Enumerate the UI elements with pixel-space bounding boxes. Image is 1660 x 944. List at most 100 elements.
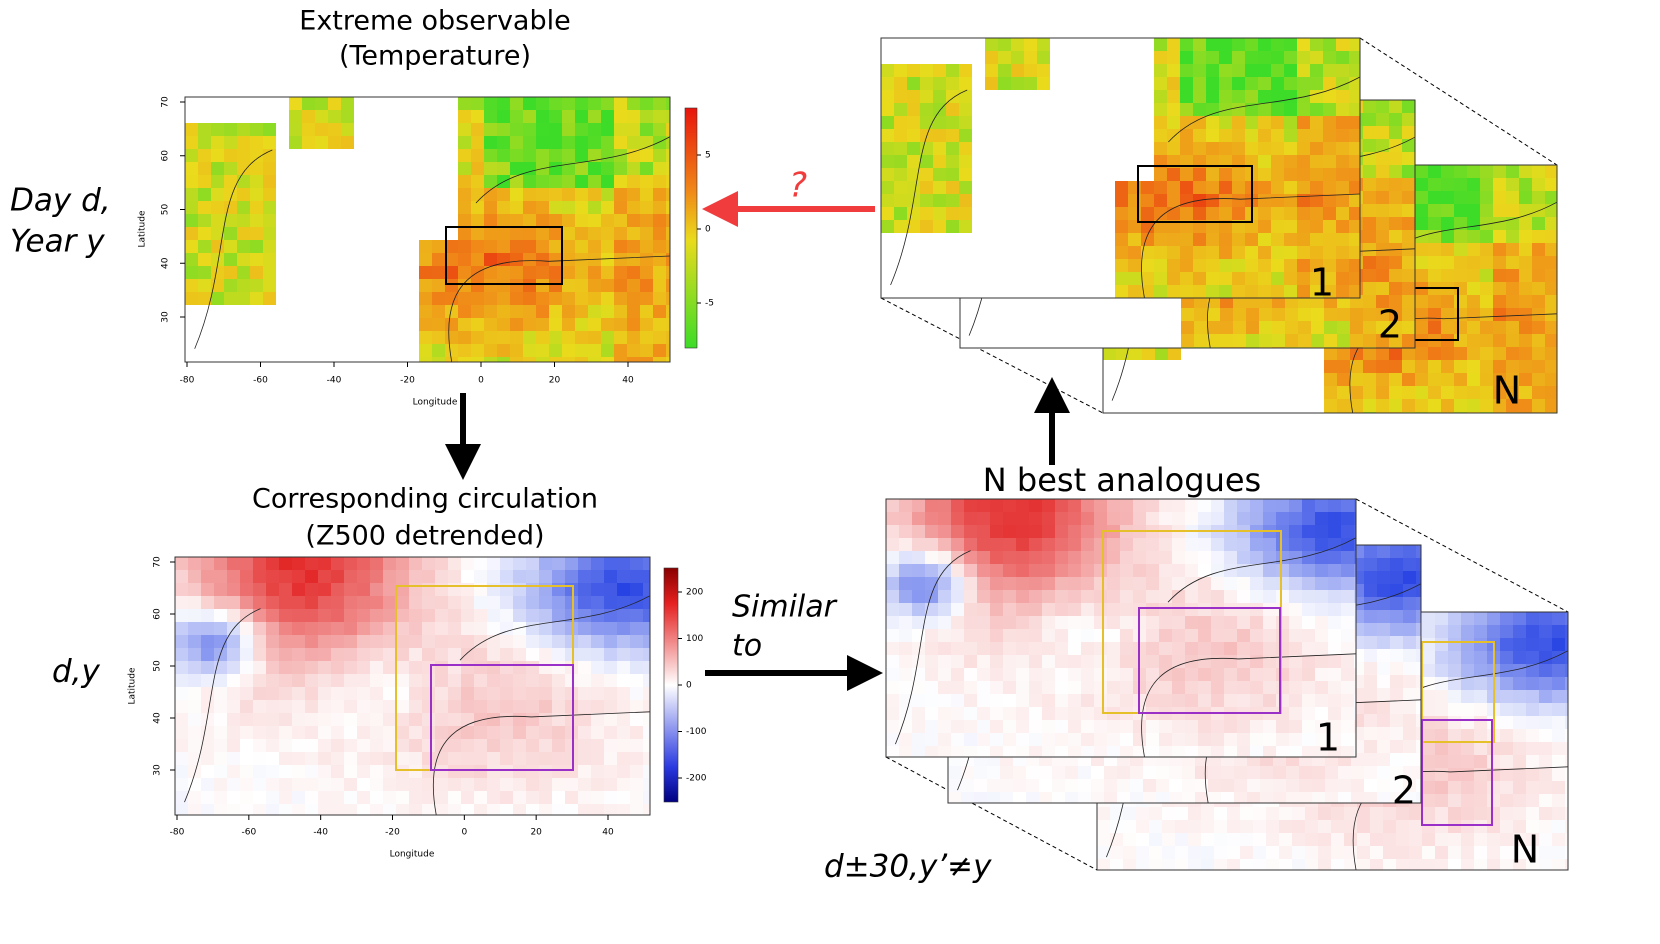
map-cell bbox=[331, 557, 344, 570]
map-cell bbox=[1454, 178, 1467, 191]
map-cell bbox=[588, 292, 601, 305]
map-cell bbox=[1302, 538, 1315, 551]
map-cell bbox=[370, 635, 383, 648]
map-cell bbox=[630, 674, 643, 687]
map-cell bbox=[1091, 766, 1104, 779]
map-cell bbox=[1415, 165, 1428, 178]
map-cell bbox=[1055, 746, 1068, 757]
map-cell bbox=[409, 674, 422, 687]
x-tick-label: -40 bbox=[313, 828, 328, 838]
map-cell bbox=[604, 700, 617, 713]
map-cell bbox=[1337, 347, 1350, 360]
map-cell bbox=[266, 804, 279, 815]
map-cell bbox=[357, 648, 370, 661]
map-cell bbox=[881, 116, 894, 129]
map-cell bbox=[1480, 308, 1493, 321]
map-cell bbox=[653, 97, 666, 110]
map-cell bbox=[1461, 755, 1474, 768]
map-cell bbox=[565, 765, 578, 778]
map-cell bbox=[250, 136, 263, 149]
map-cell bbox=[604, 791, 617, 804]
map-cell bbox=[886, 668, 899, 681]
map-cell bbox=[513, 687, 526, 700]
map-cell bbox=[666, 149, 670, 162]
map-cell bbox=[474, 570, 487, 583]
map-cell bbox=[1328, 577, 1341, 590]
map-cell bbox=[185, 162, 198, 175]
map-cell bbox=[1250, 746, 1263, 757]
map-cell bbox=[1539, 703, 1552, 716]
map-cell bbox=[484, 305, 497, 318]
map-cell bbox=[1493, 204, 1506, 217]
map-cell bbox=[1279, 807, 1292, 820]
map-cell bbox=[1250, 603, 1263, 616]
map-cell bbox=[1219, 90, 1232, 103]
map-cell bbox=[614, 331, 627, 344]
map-cell bbox=[1276, 577, 1289, 590]
map-cell bbox=[565, 700, 578, 713]
map-cell bbox=[1519, 165, 1532, 178]
map-cell bbox=[188, 609, 201, 622]
map-cell bbox=[1323, 168, 1336, 181]
map-cell bbox=[601, 149, 614, 162]
map-cell bbox=[1435, 729, 1448, 742]
map-cell bbox=[894, 207, 907, 220]
map-cell bbox=[487, 635, 500, 648]
map-cell bbox=[1350, 334, 1363, 347]
map-cell bbox=[1435, 794, 1448, 807]
map-cell bbox=[1273, 766, 1286, 779]
map-cell bbox=[1513, 612, 1526, 625]
map-cell bbox=[1094, 733, 1107, 746]
map-cell bbox=[1448, 716, 1461, 729]
map-cell bbox=[1305, 846, 1318, 859]
map-cell bbox=[1315, 668, 1328, 681]
map-cell bbox=[448, 583, 461, 596]
map-cell bbox=[211, 240, 224, 253]
map-cell bbox=[1094, 564, 1107, 577]
map-cell bbox=[500, 739, 513, 752]
map-cell bbox=[1240, 807, 1253, 820]
map-cell bbox=[1487, 820, 1500, 833]
map-cell bbox=[1415, 178, 1428, 191]
map-cell bbox=[1123, 833, 1136, 846]
map-cell bbox=[188, 622, 201, 635]
map-cell bbox=[487, 713, 500, 726]
map-cell bbox=[1341, 629, 1354, 642]
map-cell bbox=[894, 181, 907, 194]
map-cell bbox=[1552, 755, 1565, 768]
map-cell bbox=[578, 557, 591, 570]
map-cell bbox=[977, 564, 990, 577]
map-cell bbox=[886, 551, 899, 564]
map-cell bbox=[1331, 859, 1344, 870]
map-cell bbox=[1461, 716, 1474, 729]
map-cell bbox=[487, 609, 500, 622]
map-cell bbox=[227, 726, 240, 739]
map-cell bbox=[250, 240, 263, 253]
map-cell bbox=[1474, 625, 1487, 638]
map-cell bbox=[627, 227, 640, 240]
map-cell bbox=[461, 635, 474, 648]
map-cell bbox=[1258, 168, 1271, 181]
map-cell bbox=[510, 214, 523, 227]
map-cell bbox=[1133, 551, 1146, 564]
map-cell bbox=[964, 694, 977, 707]
map-cell bbox=[250, 253, 263, 266]
map-cell bbox=[422, 570, 435, 583]
map-cell bbox=[666, 110, 670, 123]
map-cell bbox=[422, 739, 435, 752]
map-cell bbox=[630, 739, 643, 752]
map-cell bbox=[1363, 321, 1376, 334]
map-cell bbox=[1532, 399, 1545, 412]
map-cell bbox=[614, 305, 627, 318]
map-cell bbox=[1206, 77, 1219, 90]
map-cell bbox=[461, 583, 474, 596]
map-cell bbox=[1208, 792, 1221, 803]
map-cell bbox=[292, 791, 305, 804]
map-cell bbox=[263, 136, 276, 149]
map-cell bbox=[1167, 246, 1180, 259]
map-cell bbox=[959, 77, 972, 90]
map-cell bbox=[886, 694, 899, 707]
map-cell bbox=[1415, 373, 1428, 386]
map-cell bbox=[1402, 256, 1415, 269]
map-cell bbox=[474, 622, 487, 635]
